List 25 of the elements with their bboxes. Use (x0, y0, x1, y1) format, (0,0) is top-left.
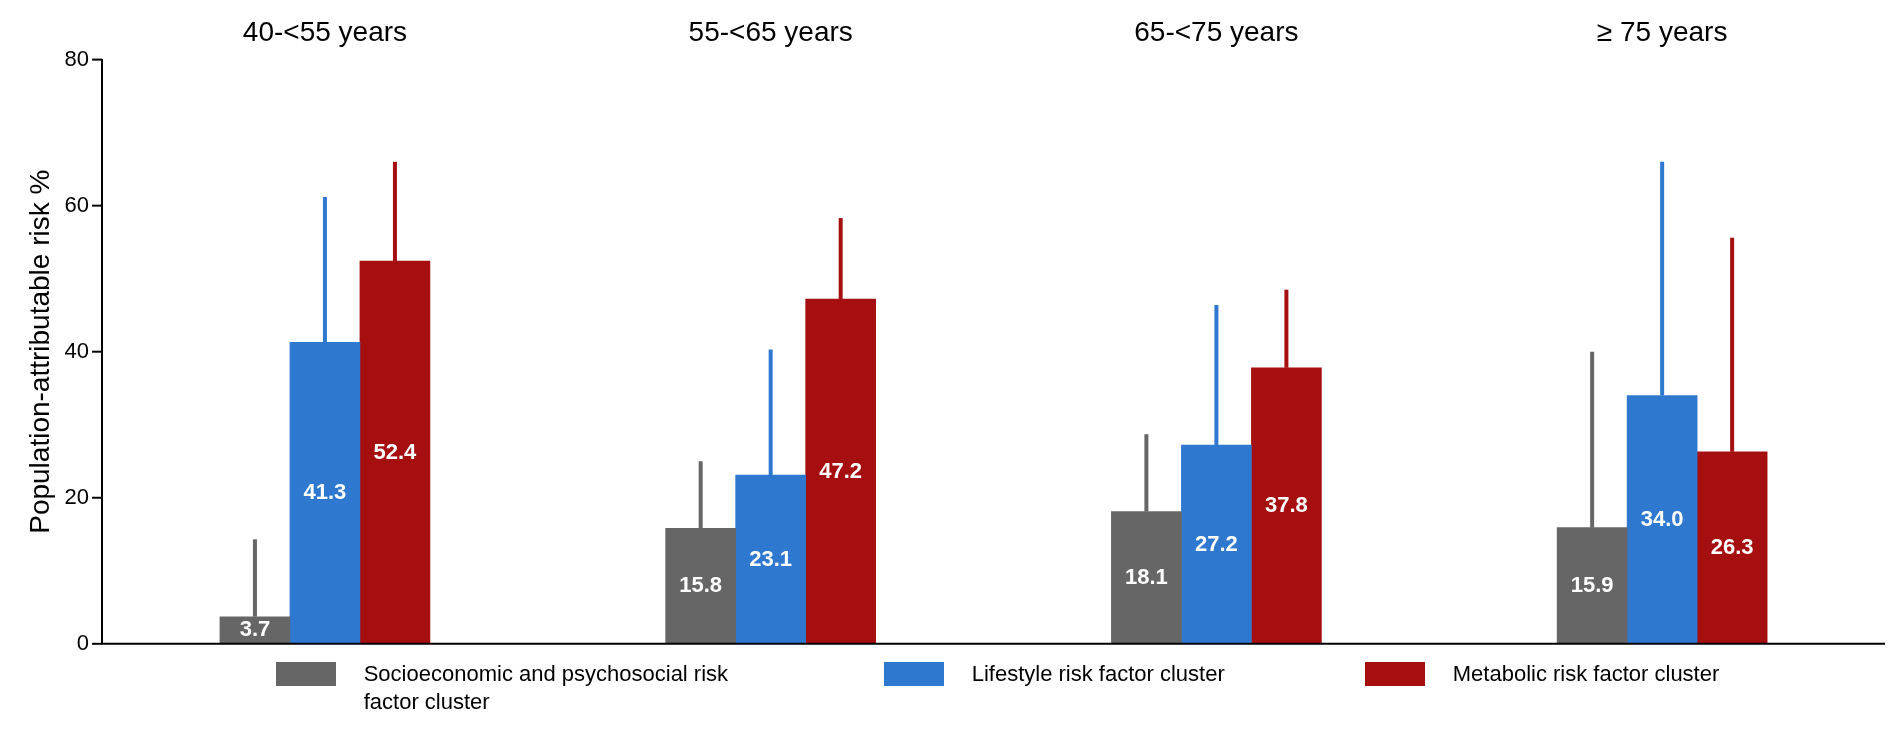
x-tick-label: 65-<75 years (1134, 15, 1299, 47)
y-tick-label: 0 (76, 629, 90, 655)
y-tick-label: 20 (64, 483, 90, 509)
data-label: 47.2 (819, 457, 863, 483)
legend-label: Socioeconomic and psychosocial risk factor cluster (363, 660, 730, 716)
data-label: 37.8 (1264, 491, 1308, 517)
data-label: 3.7 (239, 615, 271, 641)
y-tick-label: 80 (64, 45, 90, 71)
data-label: 15.8 (679, 572, 723, 598)
data-label: 34.0 (1640, 505, 1684, 531)
data-label: 41.3 (303, 479, 347, 505)
data-label: 15.9 (1570, 571, 1614, 597)
x-tick-label: ≥ 75 years (1596, 15, 1728, 47)
data-label: 27.2 (1194, 530, 1238, 556)
x-tick-label: 40-<55 years (242, 15, 408, 47)
y-axis-title: Population-attributable risk % (23, 169, 55, 534)
data-label: 52.4 (373, 438, 418, 464)
y-tick-label: 60 (64, 191, 90, 217)
legend-label: Metabolic risk factor cluster (1452, 660, 1720, 688)
y-tick-label: 40 (64, 337, 90, 363)
legend-label: Lifestyle risk factor cluster (971, 660, 1225, 688)
data-label: 23.1 (749, 545, 793, 571)
data-label: 26.3 (1710, 533, 1754, 559)
x-tick-label: 55-<65 years (688, 15, 853, 47)
data-label: 18.1 (1124, 563, 1168, 589)
